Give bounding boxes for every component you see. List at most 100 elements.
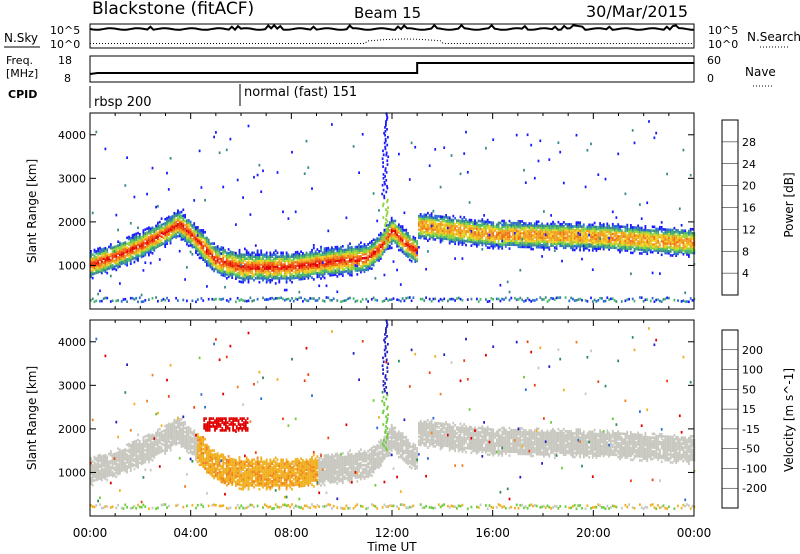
power-cell bbox=[559, 230, 562, 234]
power-scatter bbox=[465, 130, 467, 134]
power-cell bbox=[367, 268, 369, 272]
power-cell bbox=[389, 233, 391, 236]
power-cell bbox=[602, 247, 605, 251]
power-cell bbox=[305, 275, 308, 278]
velocity-cell bbox=[97, 454, 99, 458]
power-cell bbox=[106, 265, 109, 269]
power-cell bbox=[224, 274, 226, 278]
power-spike-cell bbox=[387, 135, 389, 139]
power-cell bbox=[472, 240, 475, 244]
power-spike-cell bbox=[382, 204, 384, 208]
power-cell bbox=[146, 248, 148, 252]
power-cell bbox=[262, 269, 264, 272]
power-cell bbox=[508, 241, 511, 244]
power-cell bbox=[414, 254, 417, 258]
power-cell bbox=[664, 245, 667, 249]
velocity-cell bbox=[93, 473, 96, 476]
power-ground-cell bbox=[91, 297, 94, 301]
power-cell bbox=[655, 241, 658, 244]
velocity-cell bbox=[108, 466, 110, 469]
power-cell bbox=[472, 232, 475, 236]
power-ground-cell bbox=[439, 297, 442, 301]
power-cell bbox=[559, 228, 562, 232]
power-scatter bbox=[485, 146, 487, 150]
velocity-cell bbox=[126, 465, 128, 468]
power-cell bbox=[369, 249, 371, 252]
velocity-cell bbox=[106, 470, 109, 474]
power-cell bbox=[189, 220, 192, 224]
velocity-cell bbox=[129, 461, 132, 465]
power-cell bbox=[633, 241, 636, 245]
power-cell bbox=[171, 224, 174, 228]
power-spike-cell bbox=[382, 216, 385, 219]
power-scatter bbox=[356, 264, 359, 268]
power-cell bbox=[367, 256, 369, 260]
power-ground-cell bbox=[115, 299, 118, 303]
velocity-cell bbox=[108, 452, 110, 456]
power-cell bbox=[385, 245, 388, 249]
velocity-cell bbox=[91, 476, 94, 479]
power-cell bbox=[320, 253, 322, 257]
power-cell bbox=[675, 242, 678, 246]
power-cell bbox=[271, 269, 273, 272]
power-cell bbox=[437, 230, 440, 234]
power-cell bbox=[441, 237, 444, 240]
velocity-cell bbox=[95, 459, 98, 462]
power-cell bbox=[372, 248, 375, 251]
power-cell bbox=[338, 257, 340, 260]
velocity-scatter bbox=[124, 391, 127, 394]
power-cell bbox=[401, 250, 404, 254]
power-cell bbox=[372, 244, 375, 247]
power-cell bbox=[227, 275, 230, 279]
power-cell bbox=[486, 234, 489, 238]
power-ground-cell bbox=[573, 299, 576, 302]
power-cell bbox=[430, 226, 433, 229]
power-ground-cell bbox=[215, 297, 217, 301]
power-cell bbox=[262, 271, 264, 274]
power-cell bbox=[678, 248, 681, 252]
power-cell bbox=[541, 230, 543, 233]
power-scatter bbox=[604, 177, 607, 181]
power-cell bbox=[553, 228, 556, 232]
power-cell bbox=[144, 245, 147, 249]
power-cell bbox=[298, 274, 301, 277]
power-cell bbox=[99, 270, 101, 273]
power-ground-cell bbox=[602, 300, 605, 303]
velocity-cell bbox=[120, 465, 123, 468]
power-cell bbox=[173, 211, 176, 215]
power-ground-cell bbox=[280, 296, 283, 300]
power-cell bbox=[626, 245, 629, 248]
power-cell bbox=[104, 254, 107, 258]
power-cell bbox=[474, 231, 476, 234]
power-cell bbox=[595, 249, 598, 252]
power-ground-cell bbox=[644, 298, 647, 302]
power-cell bbox=[668, 240, 670, 243]
power-cell bbox=[104, 268, 107, 272]
power-cell bbox=[142, 246, 145, 250]
power-cell bbox=[403, 244, 406, 248]
power-cell bbox=[178, 211, 181, 214]
power-cell bbox=[95, 271, 98, 275]
power-cell bbox=[200, 256, 203, 260]
power-cell bbox=[303, 275, 306, 278]
power-cell bbox=[570, 229, 572, 232]
power-cell bbox=[167, 237, 170, 240]
velocity-cell bbox=[124, 456, 127, 459]
velocity-cell bbox=[90, 468, 92, 472]
power-scatter bbox=[528, 242, 531, 246]
power-cell bbox=[294, 253, 297, 256]
power-cell bbox=[372, 260, 375, 263]
power-scatter bbox=[425, 267, 427, 271]
power-ytick-label: 3000 bbox=[58, 172, 86, 185]
power-cell bbox=[144, 234, 147, 237]
power-cell bbox=[582, 231, 585, 234]
power-cell bbox=[240, 280, 243, 284]
power-cell bbox=[631, 228, 634, 231]
power-spike-cell bbox=[386, 118, 388, 121]
power-cell bbox=[327, 272, 330, 275]
power-cell bbox=[588, 229, 591, 232]
power-cell bbox=[231, 252, 234, 256]
power-cell bbox=[289, 278, 292, 282]
power-cell bbox=[610, 238, 612, 241]
power-cell bbox=[294, 255, 297, 258]
